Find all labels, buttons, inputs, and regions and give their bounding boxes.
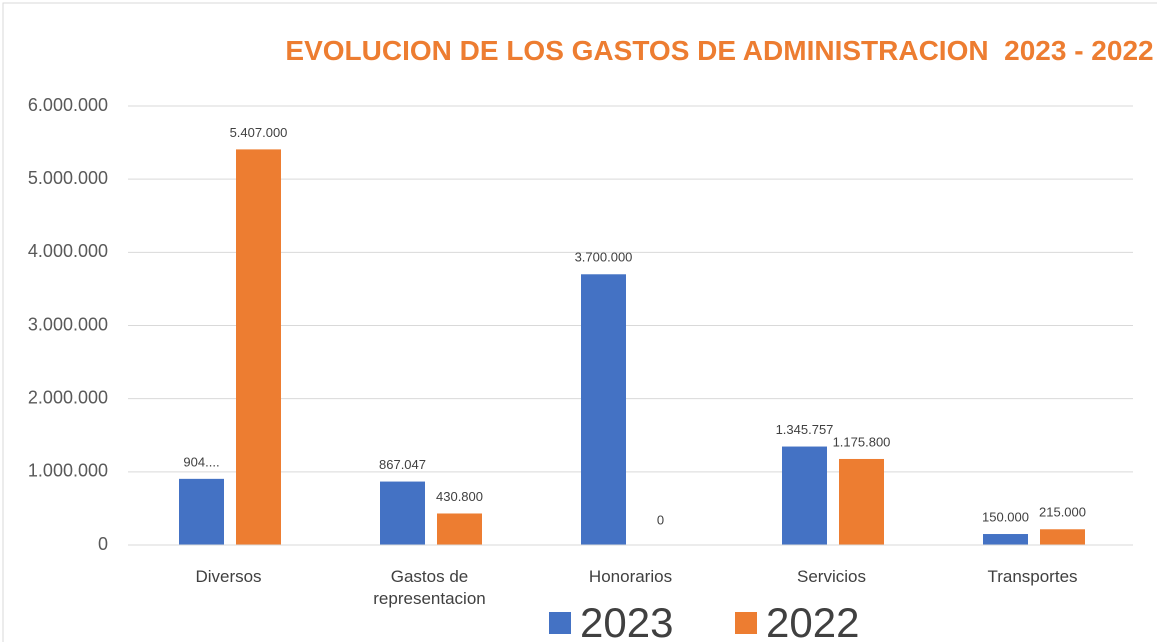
bar	[380, 481, 425, 545]
data-label: 0	[657, 512, 664, 527]
x-tick-label: Gastos de representacion	[373, 567, 486, 608]
bar	[782, 446, 827, 545]
data-label: 1.345.757	[776, 422, 834, 437]
data-label: 150.000	[982, 509, 1029, 524]
y-tick-label: 2.000.000	[28, 387, 108, 407]
data-label: 430.800	[436, 489, 483, 504]
y-tick-label: 6.000.000	[28, 95, 108, 115]
bar	[1040, 529, 1085, 545]
chart-title: EVOLUCION DE LOS GASTOS DE ADMINISTRACIO…	[285, 35, 1154, 66]
x-tick-label: Diversos	[195, 567, 262, 586]
legend-label: 2023	[580, 599, 673, 642]
data-label: 867.047	[379, 457, 426, 472]
data-label: 215.000	[1039, 505, 1086, 520]
data-label: 1.175.800	[833, 434, 891, 449]
y-tick-label: 4.000.000	[28, 241, 108, 261]
x-tick-label: Honorarios	[588, 567, 673, 586]
bar	[983, 534, 1028, 545]
bar	[437, 513, 482, 545]
bar	[236, 149, 281, 546]
bar	[179, 478, 224, 545]
data-label: 904....	[183, 454, 219, 469]
x-tick-label: Servicios	[797, 567, 866, 586]
bar	[581, 274, 626, 545]
y-tick-label: 1.000.000	[28, 461, 108, 481]
legend-swatch	[735, 612, 757, 634]
y-tick-label: 0	[98, 534, 108, 554]
legend-label: 2022	[766, 599, 859, 642]
y-tick-label: 5.000.000	[28, 168, 108, 188]
data-label: 5.407.000	[230, 125, 288, 140]
data-label: 3.700.000	[575, 250, 633, 265]
legend-swatch	[549, 612, 571, 634]
x-tick-label: Transportes	[987, 567, 1078, 586]
y-tick-label: 3.000.000	[28, 314, 108, 334]
bar	[839, 458, 884, 545]
